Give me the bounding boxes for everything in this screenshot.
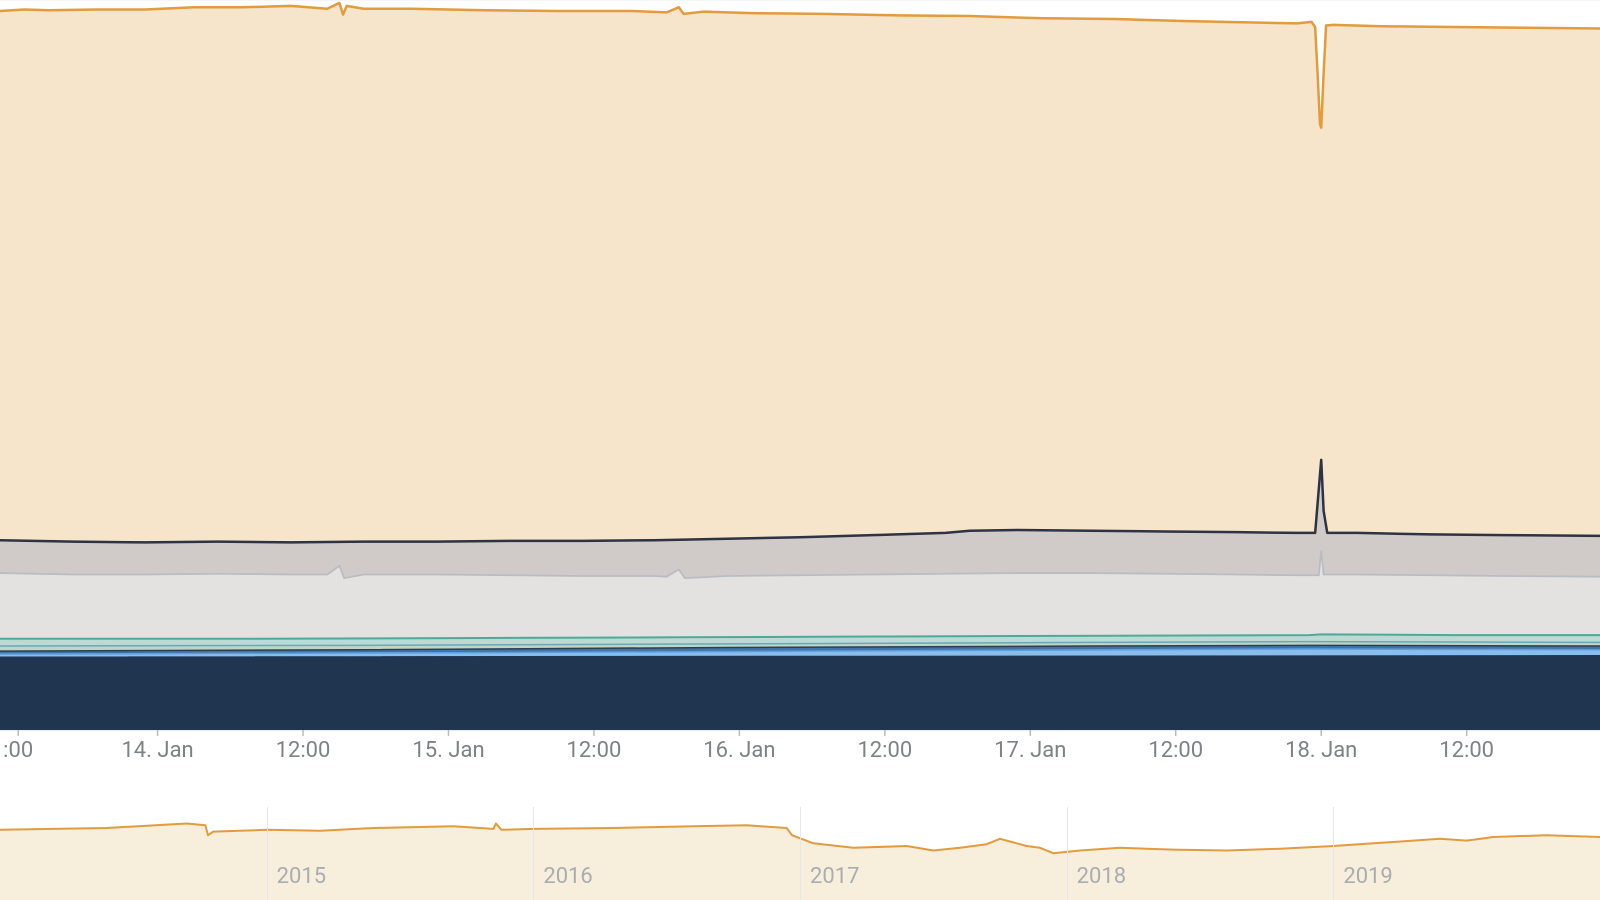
main-xaxis-label: 12:00 [1439, 738, 1494, 763]
main-xaxis-label: 12:00 [276, 738, 331, 763]
nav-gridline [1333, 807, 1334, 900]
nav-gridline [1067, 807, 1068, 900]
nav-xaxis-label: 2015 [277, 864, 326, 889]
main-xaxis-label: 14. Jan [121, 738, 193, 763]
main-xaxis-label: 18. Jan [1285, 738, 1357, 763]
nav-xaxis-label: 2017 [810, 864, 859, 889]
main-xaxis-label: 12:00 [567, 738, 622, 763]
nav-gridline [267, 807, 268, 900]
nav-xaxis-label: 2019 [1343, 864, 1392, 889]
main-xaxis-label: 16. Jan [703, 738, 775, 763]
nav-gridline [800, 807, 801, 900]
main-xaxis-label: :00 [3, 738, 33, 763]
main-xaxis-label: 12:00 [1148, 738, 1203, 763]
nav-xaxis-label: 2016 [543, 864, 592, 889]
main-xaxis-label: 17. Jan [994, 738, 1066, 763]
nav-xaxis-label: 2018 [1077, 864, 1126, 889]
main-xaxis-label: 12:00 [857, 738, 912, 763]
nav-gridline [533, 807, 534, 900]
main-xaxis-label: 15. Jan [412, 738, 484, 763]
series-h-area [0, 656, 1600, 730]
main-chart[interactable] [0, 0, 1600, 740]
